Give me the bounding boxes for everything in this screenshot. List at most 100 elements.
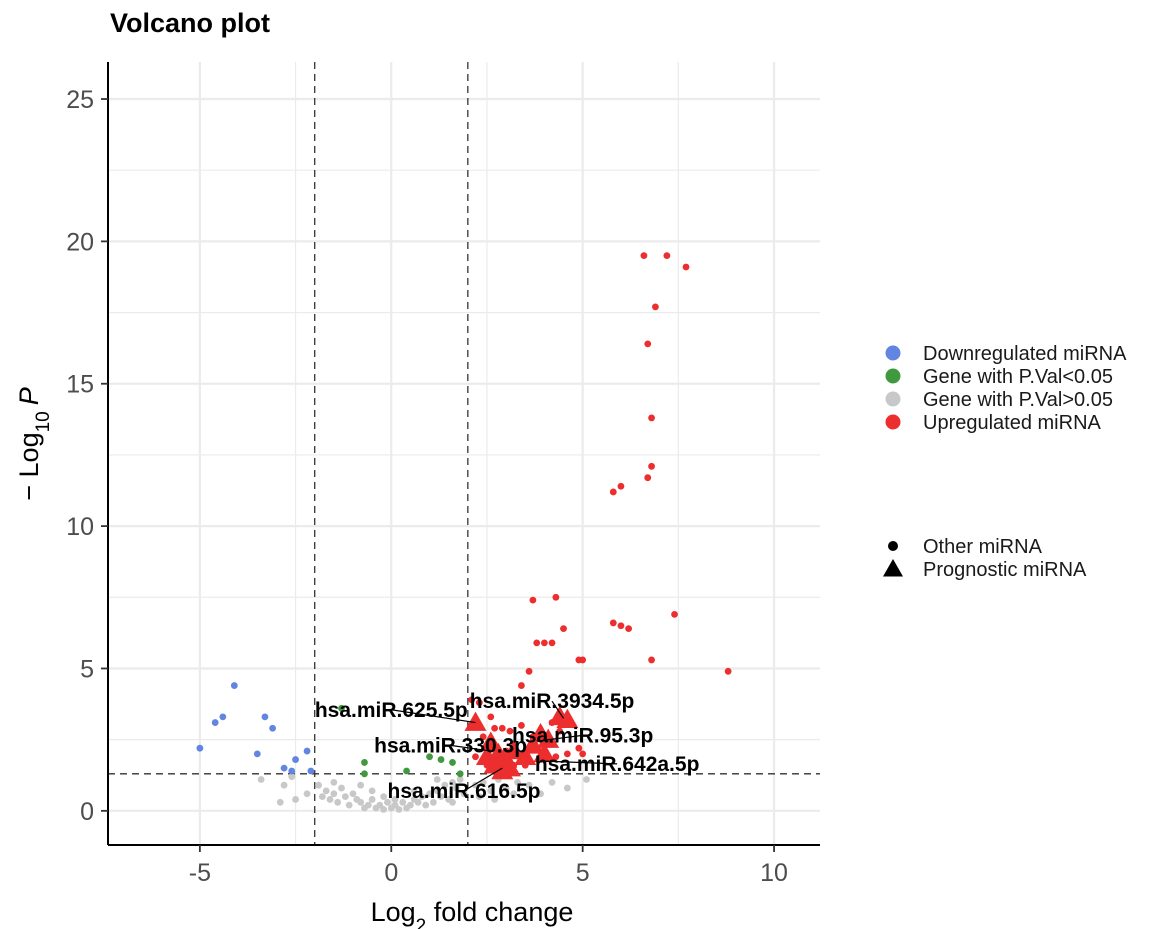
data-point-ns	[437, 793, 445, 800]
data-point-up	[518, 682, 525, 689]
y-tick-label: 15	[66, 371, 94, 399]
data-point-ns	[318, 793, 326, 800]
gene-labels: hsa.miR.625.5p hsa.miR.3934.5p hsa.miR.95.…	[315, 690, 700, 803]
data-point-up	[533, 639, 541, 647]
data-point-ns	[491, 796, 499, 803]
legend-shape-circle	[888, 541, 898, 551]
data-point-ns	[395, 806, 403, 813]
data-point-prognostic	[533, 742, 556, 763]
data-point-prognostic	[521, 734, 544, 754]
data-point-up	[648, 462, 655, 470]
data-point-ns	[380, 806, 388, 813]
legend-swatch	[885, 391, 901, 407]
data-point-down	[196, 744, 204, 752]
data-point-up	[617, 622, 625, 630]
data-point-down	[307, 767, 315, 775]
data-point-ns	[341, 793, 349, 800]
data-point-up	[563, 750, 571, 758]
data-point-up	[579, 656, 587, 664]
data-point-up	[498, 724, 506, 732]
data-point-up	[663, 252, 671, 260]
label-connector	[540, 760, 618, 765]
data-point-ns	[487, 787, 495, 795]
data-point-sig	[437, 756, 445, 763]
data-point-down	[269, 724, 277, 732]
data-point-ns	[322, 787, 330, 795]
x-tick-label: 5	[576, 859, 590, 887]
data-point-ns	[514, 778, 521, 786]
data-point-down	[211, 719, 219, 726]
data-point-ns	[276, 798, 284, 806]
x-tick-label: 0	[384, 859, 398, 887]
y-tick-label: 0	[80, 798, 94, 826]
data-point-up	[648, 656, 655, 664]
data-point-ns	[456, 776, 464, 783]
y-tick-label: 20	[66, 228, 94, 256]
data-point-prognostic	[537, 728, 560, 748]
legend-swatch	[885, 368, 901, 384]
data-point-sig	[403, 767, 410, 775]
data-point-up	[506, 727, 514, 735]
data-point-down	[253, 750, 261, 758]
data-point-ns	[380, 793, 388, 800]
data-point-up	[724, 667, 732, 675]
data-point-ns	[330, 790, 338, 798]
data-point-up	[552, 593, 560, 601]
data-point-ns	[315, 781, 322, 789]
chart-title: Volcano plot	[110, 8, 270, 38]
data-point-up	[479, 733, 487, 741]
data-point-prognostic	[514, 745, 537, 765]
data-point-sig	[361, 759, 368, 766]
data-point-ns	[537, 790, 544, 798]
y-tick-label: 25	[66, 86, 94, 114]
data-point-ns	[433, 776, 441, 783]
data-point-ns	[449, 778, 456, 786]
legend-label: Prognostic miRNA	[923, 559, 1087, 581]
gene-label: hsa.miR.95.3p	[512, 724, 653, 747]
gene-label: hsa.miR.642a.5p	[535, 753, 700, 776]
y-axis-title: − Log10P	[14, 387, 54, 500]
data-point-ns	[292, 796, 299, 803]
data-point-sig	[338, 704, 345, 712]
data-point-up	[640, 252, 648, 260]
data-point-ns	[368, 787, 376, 795]
legend-label: Upregulated miRNA	[923, 412, 1102, 434]
data-point-up	[644, 340, 652, 348]
legend-label: Other miRNA	[923, 536, 1043, 558]
label-connector	[391, 709, 476, 724]
axes: -5 0 5 10 0 5 10 15 20 25	[66, 62, 820, 887]
data-point-ns	[525, 781, 533, 789]
data-point-up	[525, 667, 533, 675]
data-point-ns	[384, 798, 391, 806]
data-point-sig	[449, 759, 456, 766]
gene-label: hsa.miR.330.3p	[374, 734, 527, 757]
data-point-up	[487, 713, 495, 721]
data-point-ns	[429, 798, 437, 806]
data-point-ns	[563, 784, 571, 792]
data-point-ns	[391, 796, 399, 803]
label-connector	[551, 700, 565, 719]
data-point-ns	[345, 801, 353, 809]
data-point-ns	[349, 790, 357, 798]
data-point-down	[230, 682, 238, 689]
legend-swatch	[885, 345, 901, 361]
data-point-sig	[361, 770, 368, 778]
data-point-ns	[502, 784, 510, 792]
data-point-ns	[357, 798, 365, 806]
cutoff-lines	[108, 62, 820, 845]
data-point-ns	[426, 790, 433, 798]
data-point-up	[575, 744, 583, 752]
grid	[108, 62, 820, 845]
legend-label: Downregulated miRNA	[923, 343, 1127, 365]
label-connector	[450, 744, 491, 752]
data-point-down	[292, 756, 299, 763]
data-point-up	[468, 696, 476, 704]
data-point-ns	[257, 776, 265, 783]
legend-label: Gene with P.Val<0.05	[923, 366, 1113, 388]
data-point-up	[609, 619, 617, 627]
data-point-ns	[422, 801, 430, 809]
data-point-down	[219, 713, 227, 721]
data-point-prognostic	[502, 740, 525, 760]
data-point-prognostic	[464, 711, 487, 731]
data-point-up	[491, 724, 499, 732]
